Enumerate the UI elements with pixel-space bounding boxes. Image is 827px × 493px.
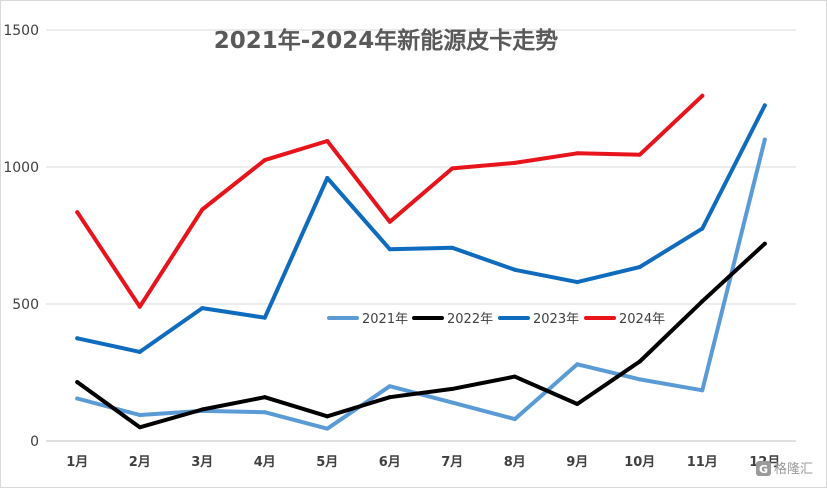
data-point — [700, 388, 705, 393]
y-axis-ticks: 0 500 1000 1500 — [3, 23, 39, 450]
legend-label: 2023年 — [533, 312, 579, 327]
data-point — [700, 93, 705, 98]
data-point — [75, 396, 80, 401]
data-point — [200, 306, 205, 311]
data-point — [637, 152, 642, 157]
x-tick-label: 7月 — [441, 455, 463, 470]
data-point — [637, 359, 642, 364]
data-point — [75, 210, 80, 215]
data-point — [700, 226, 705, 231]
watermark: G 格隆汇 — [756, 461, 813, 477]
data-point — [762, 103, 767, 108]
data-point — [325, 426, 330, 431]
gridlines — [46, 29, 796, 442]
y-tick-label: 1500 — [3, 23, 39, 39]
y-tick-label: 1000 — [3, 160, 39, 176]
data-point — [137, 425, 142, 430]
data-point — [137, 349, 142, 354]
data-point — [512, 160, 517, 165]
data-point — [575, 362, 580, 367]
data-point — [262, 410, 267, 415]
data-point — [387, 247, 392, 252]
data-point — [637, 377, 642, 382]
data-point — [762, 137, 767, 142]
x-tick-label: 8月 — [504, 455, 526, 470]
x-tick-label: 11月 — [687, 455, 718, 470]
x-tick-label: 9月 — [566, 455, 588, 470]
data-point — [325, 175, 330, 180]
series-line-2 — [75, 241, 767, 430]
data-point — [137, 304, 142, 309]
x-tick-label: 5月 — [316, 455, 338, 470]
data-point — [387, 219, 392, 224]
legend-label: 2024年 — [619, 312, 665, 327]
data-point — [262, 158, 267, 163]
data-point — [450, 400, 455, 405]
svg-text:G: G — [759, 463, 768, 476]
x-axis-ticks: 1月2月3月4月5月6月7月8月9月10月11月12月 — [66, 455, 780, 470]
x-tick-label: 4月 — [254, 455, 276, 470]
data-point — [575, 402, 580, 407]
data-point — [75, 380, 80, 385]
data-point — [575, 151, 580, 156]
x-tick-label: 6月 — [379, 455, 401, 470]
data-point — [262, 315, 267, 320]
data-point — [200, 407, 205, 412]
series-line-3 — [75, 103, 767, 354]
data-point — [762, 241, 767, 246]
legend-label: 2021年 — [362, 312, 408, 327]
data-point — [637, 265, 642, 270]
legend: 2021年 2022年 2023年 2024年 — [327, 312, 665, 327]
data-point — [325, 414, 330, 419]
x-tick-label: 2月 — [129, 455, 151, 470]
legend-label: 2022年 — [447, 312, 493, 327]
chart-title: 2021年-2024年新能源皮卡走势 — [214, 27, 559, 54]
data-point — [137, 412, 142, 417]
data-point — [575, 280, 580, 285]
data-point — [700, 299, 705, 304]
data-point — [200, 207, 205, 212]
data-point — [325, 138, 330, 143]
glh-logo-icon: G — [756, 461, 771, 476]
x-tick-label: 1月 — [66, 455, 88, 470]
data-point — [512, 267, 517, 272]
data-point — [512, 417, 517, 422]
x-tick-label: 3月 — [191, 455, 213, 470]
data-point — [450, 245, 455, 250]
data-point — [387, 384, 392, 389]
data-point — [512, 374, 517, 379]
x-tick-label: 10月 — [624, 455, 655, 470]
watermark-text: 格隆汇 — [774, 461, 813, 477]
data-point — [75, 336, 80, 341]
data-point — [450, 386, 455, 391]
data-point — [387, 395, 392, 400]
y-tick-label: 0 — [30, 434, 39, 450]
y-tick-label: 500 — [12, 297, 39, 313]
series-lines — [75, 93, 767, 431]
data-point — [450, 166, 455, 171]
data-point — [262, 395, 267, 400]
